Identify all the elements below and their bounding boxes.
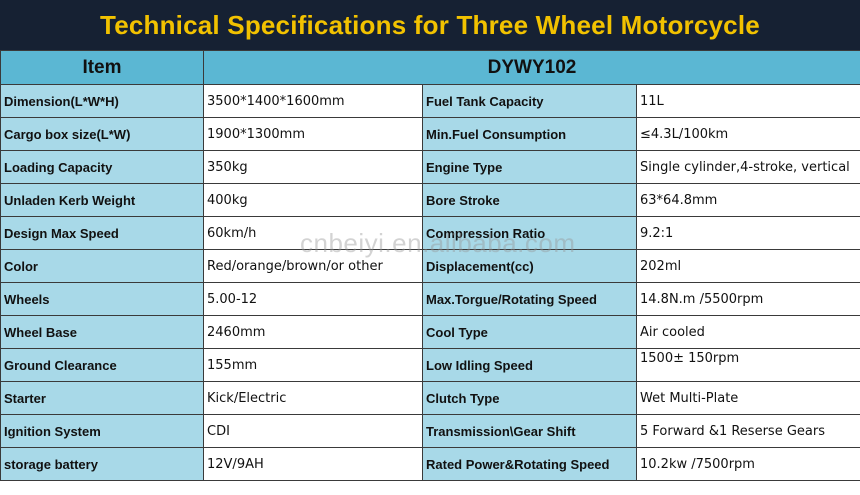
spec-label: Min.Fuel Consumption	[422, 117, 637, 151]
table-row: Wheels 5.00-12 Max.Torgue/Rotating Speed…	[0, 282, 860, 316]
item-header: Item	[0, 50, 204, 85]
spec-label: Displacement(cc)	[422, 249, 637, 283]
spec-label: Transmission\Gear Shift	[422, 414, 637, 448]
table-row: storage battery 12V/9AH Rated Power&Rota…	[0, 447, 860, 481]
spec-value: ≤4.3L/100km	[635, 117, 860, 151]
table-row: Cargo box size(L*W) 1900*1300mm Min.Fuel…	[0, 117, 860, 151]
spec-label: Starter	[0, 381, 204, 415]
table-row: Wheel Base 2460mm Cool Type Air cooled	[0, 315, 860, 349]
spec-label: Color	[0, 249, 204, 283]
spec-value: 5 Forward &1 Reserse Gears	[635, 414, 860, 448]
spec-label: Unladen Kerb Weight	[0, 183, 204, 217]
spec-label: Clutch Type	[422, 381, 637, 415]
table-row: Dimension(L*W*H) 3500*1400*1600mm Fuel T…	[0, 84, 860, 118]
spec-label: Cargo box size(L*W)	[0, 117, 204, 151]
table-row: Ignition System CDI Transmission\Gear Sh…	[0, 414, 860, 448]
spec-value: 60km/h	[203, 216, 423, 250]
table-row: Color Red/orange/brown/or other Displace…	[0, 249, 860, 283]
spec-value: Red/orange/brown/or other	[203, 249, 423, 283]
spec-label: Low Idling Speed	[422, 348, 637, 382]
table-row: Unladen Kerb Weight 400kg Bore Stroke 63…	[0, 183, 860, 217]
spec-value: 2460mm	[203, 315, 423, 349]
page-title: Technical Specifications for Three Wheel…	[100, 9, 760, 40]
spec-label: Ground Clearance	[0, 348, 204, 382]
spec-value: Single cylinder,4-stroke, vertical	[635, 150, 860, 184]
spec-label: Loading Capacity	[0, 150, 204, 184]
spec-value: 63*64.8mm	[635, 183, 860, 217]
spec-label: Engine Type	[422, 150, 637, 184]
spec-value: 10.2kw /7500rpm	[635, 447, 860, 481]
table-row: Loading Capacity 350kg Engine Type Singl…	[0, 150, 860, 184]
spec-value: 155mm	[203, 348, 423, 382]
spec-label: Ignition System	[0, 414, 204, 448]
spec-value: 1500± 150rpm	[635, 348, 860, 382]
spec-value: Wet Multi-Plate	[635, 381, 860, 415]
spec-label: Design Max Speed	[0, 216, 204, 250]
spec-label: Rated Power&Rotating Speed	[422, 447, 637, 481]
spec-value: 1900*1300mm	[203, 117, 423, 151]
table-body: Dimension(L*W*H) 3500*1400*1600mm Fuel T…	[0, 84, 860, 481]
model-header: DYWY102	[202, 50, 860, 85]
spec-value: Air cooled	[635, 315, 860, 349]
spec-value: 11L	[635, 84, 860, 118]
table-header: Item DYWY102	[0, 50, 860, 85]
spec-label: Compression Ratio	[422, 216, 637, 250]
spec-label: Cool Type	[422, 315, 637, 349]
spec-value: 202ml	[635, 249, 860, 283]
spec-label: Wheels	[0, 282, 204, 316]
spec-label: Dimension(L*W*H)	[0, 84, 204, 118]
spec-value: 14.8N.m /5500rpm	[635, 282, 860, 316]
spec-value: CDI	[203, 414, 423, 448]
spec-label: storage battery	[0, 447, 204, 481]
spec-label: Wheel Base	[0, 315, 204, 349]
spec-value: 400kg	[203, 183, 423, 217]
spec-value: Kick/Electric	[203, 381, 423, 415]
spec-table: Item DYWY102 Dimension(L*W*H) 3500*1400*…	[0, 50, 860, 481]
header-row: Item DYWY102	[0, 50, 860, 85]
table-row: Design Max Speed 60km/h Compression Rati…	[0, 216, 860, 250]
table-row: Starter Kick/Electric Clutch Type Wet Mu…	[0, 381, 860, 415]
table-row: Ground Clearance 155mm Low Idling Speed …	[0, 348, 860, 382]
spec-label: Max.Torgue/Rotating Speed	[422, 282, 637, 316]
spec-value: 3500*1400*1600mm	[203, 84, 423, 118]
spec-label: Bore Stroke	[422, 183, 637, 217]
spec-value: 9.2:1	[635, 216, 860, 250]
spec-value: 12V/9AH	[203, 447, 423, 481]
title-bar: Technical Specifications for Three Wheel…	[0, 0, 860, 50]
spec-value: 5.00-12	[203, 282, 423, 316]
spec-label: Fuel Tank Capacity	[422, 84, 637, 118]
spec-value: 350kg	[203, 150, 423, 184]
